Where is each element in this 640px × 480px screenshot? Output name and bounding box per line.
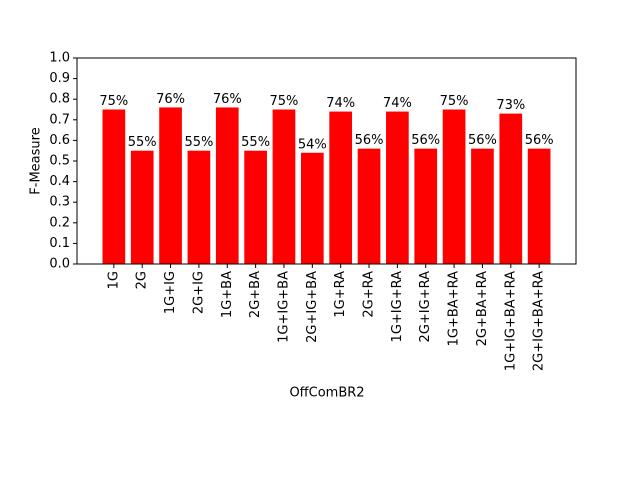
x-tick-label: 1G+IG+RA — [390, 271, 405, 343]
value-label: 74% — [383, 96, 412, 111]
bar — [159, 107, 182, 264]
x-tick-label: 2G+IG+BA+RA — [532, 271, 547, 371]
value-label: 75% — [99, 94, 128, 109]
plot-frame — [76, 57, 577, 265]
bar — [244, 150, 267, 264]
bar — [527, 148, 551, 264]
y-tick-label: 0.3 — [49, 195, 70, 210]
y-axis-label: F-Measure — [29, 127, 44, 194]
bar — [300, 152, 324, 264]
bar — [414, 148, 438, 264]
y-tick-label: 0.5 — [49, 154, 70, 169]
bar — [357, 148, 381, 264]
y-tick-label: 0.4 — [49, 174, 70, 189]
x-tick-label: 1G+BA+RA — [447, 271, 462, 346]
bar — [130, 150, 154, 264]
value-label: 56% — [525, 133, 554, 148]
value-label: 55% — [241, 135, 270, 150]
x-tick-label: 1G+RA — [333, 271, 348, 318]
bar — [471, 148, 494, 264]
value-label: 56% — [411, 133, 440, 148]
value-label: 76% — [213, 92, 242, 107]
y-tick-label: 0.8 — [49, 92, 70, 107]
bar — [386, 111, 409, 264]
x-tick-label: 2G+BA — [248, 271, 263, 318]
value-label: 73% — [496, 98, 525, 113]
bar — [442, 109, 466, 264]
bar — [102, 109, 126, 264]
x-tick-label: 2G+IG+BA — [305, 271, 320, 343]
bar — [329, 111, 353, 264]
x-tick-label: 1G+BA — [220, 271, 235, 318]
x-axis-label: OffComBR2 — [289, 386, 364, 401]
y-tick-label: 0.2 — [49, 215, 70, 230]
value-label: 75% — [440, 94, 469, 109]
x-tick-label: 2G+RA — [362, 271, 377, 318]
x-tick-label: 2G — [135, 271, 150, 289]
bar — [499, 113, 523, 265]
bar — [272, 109, 296, 264]
value-label: 56% — [468, 133, 497, 148]
y-tick-label: 0.0 — [49, 257, 70, 272]
value-label: 56% — [355, 133, 384, 148]
value-label: 55% — [184, 135, 213, 150]
bar — [187, 150, 211, 264]
y-tick-label: 0.9 — [49, 71, 70, 86]
value-label: 74% — [326, 96, 355, 111]
value-label: 76% — [156, 92, 185, 107]
x-tick-label: 2G+BA+RA — [475, 271, 490, 346]
x-tick-label: 1G+IG+BA+RA — [503, 271, 518, 371]
y-tick-label: 1.0 — [49, 51, 70, 66]
y-tick-label: 0.1 — [49, 236, 70, 251]
x-tick-label: 2G+IG+RA — [418, 271, 433, 343]
value-label: 54% — [298, 137, 327, 152]
x-tick-label: 2G+IG — [191, 271, 206, 314]
value-label: 55% — [128, 135, 157, 150]
x-tick-label: 1G+IG+BA — [276, 271, 291, 343]
bar — [215, 107, 239, 264]
y-tick-label: 0.7 — [49, 112, 70, 127]
x-tick-label: 1G+IG — [163, 271, 178, 314]
y-tick-label: 0.6 — [49, 133, 70, 148]
x-tick-label: 1G — [106, 271, 121, 289]
value-label: 75% — [270, 94, 299, 109]
